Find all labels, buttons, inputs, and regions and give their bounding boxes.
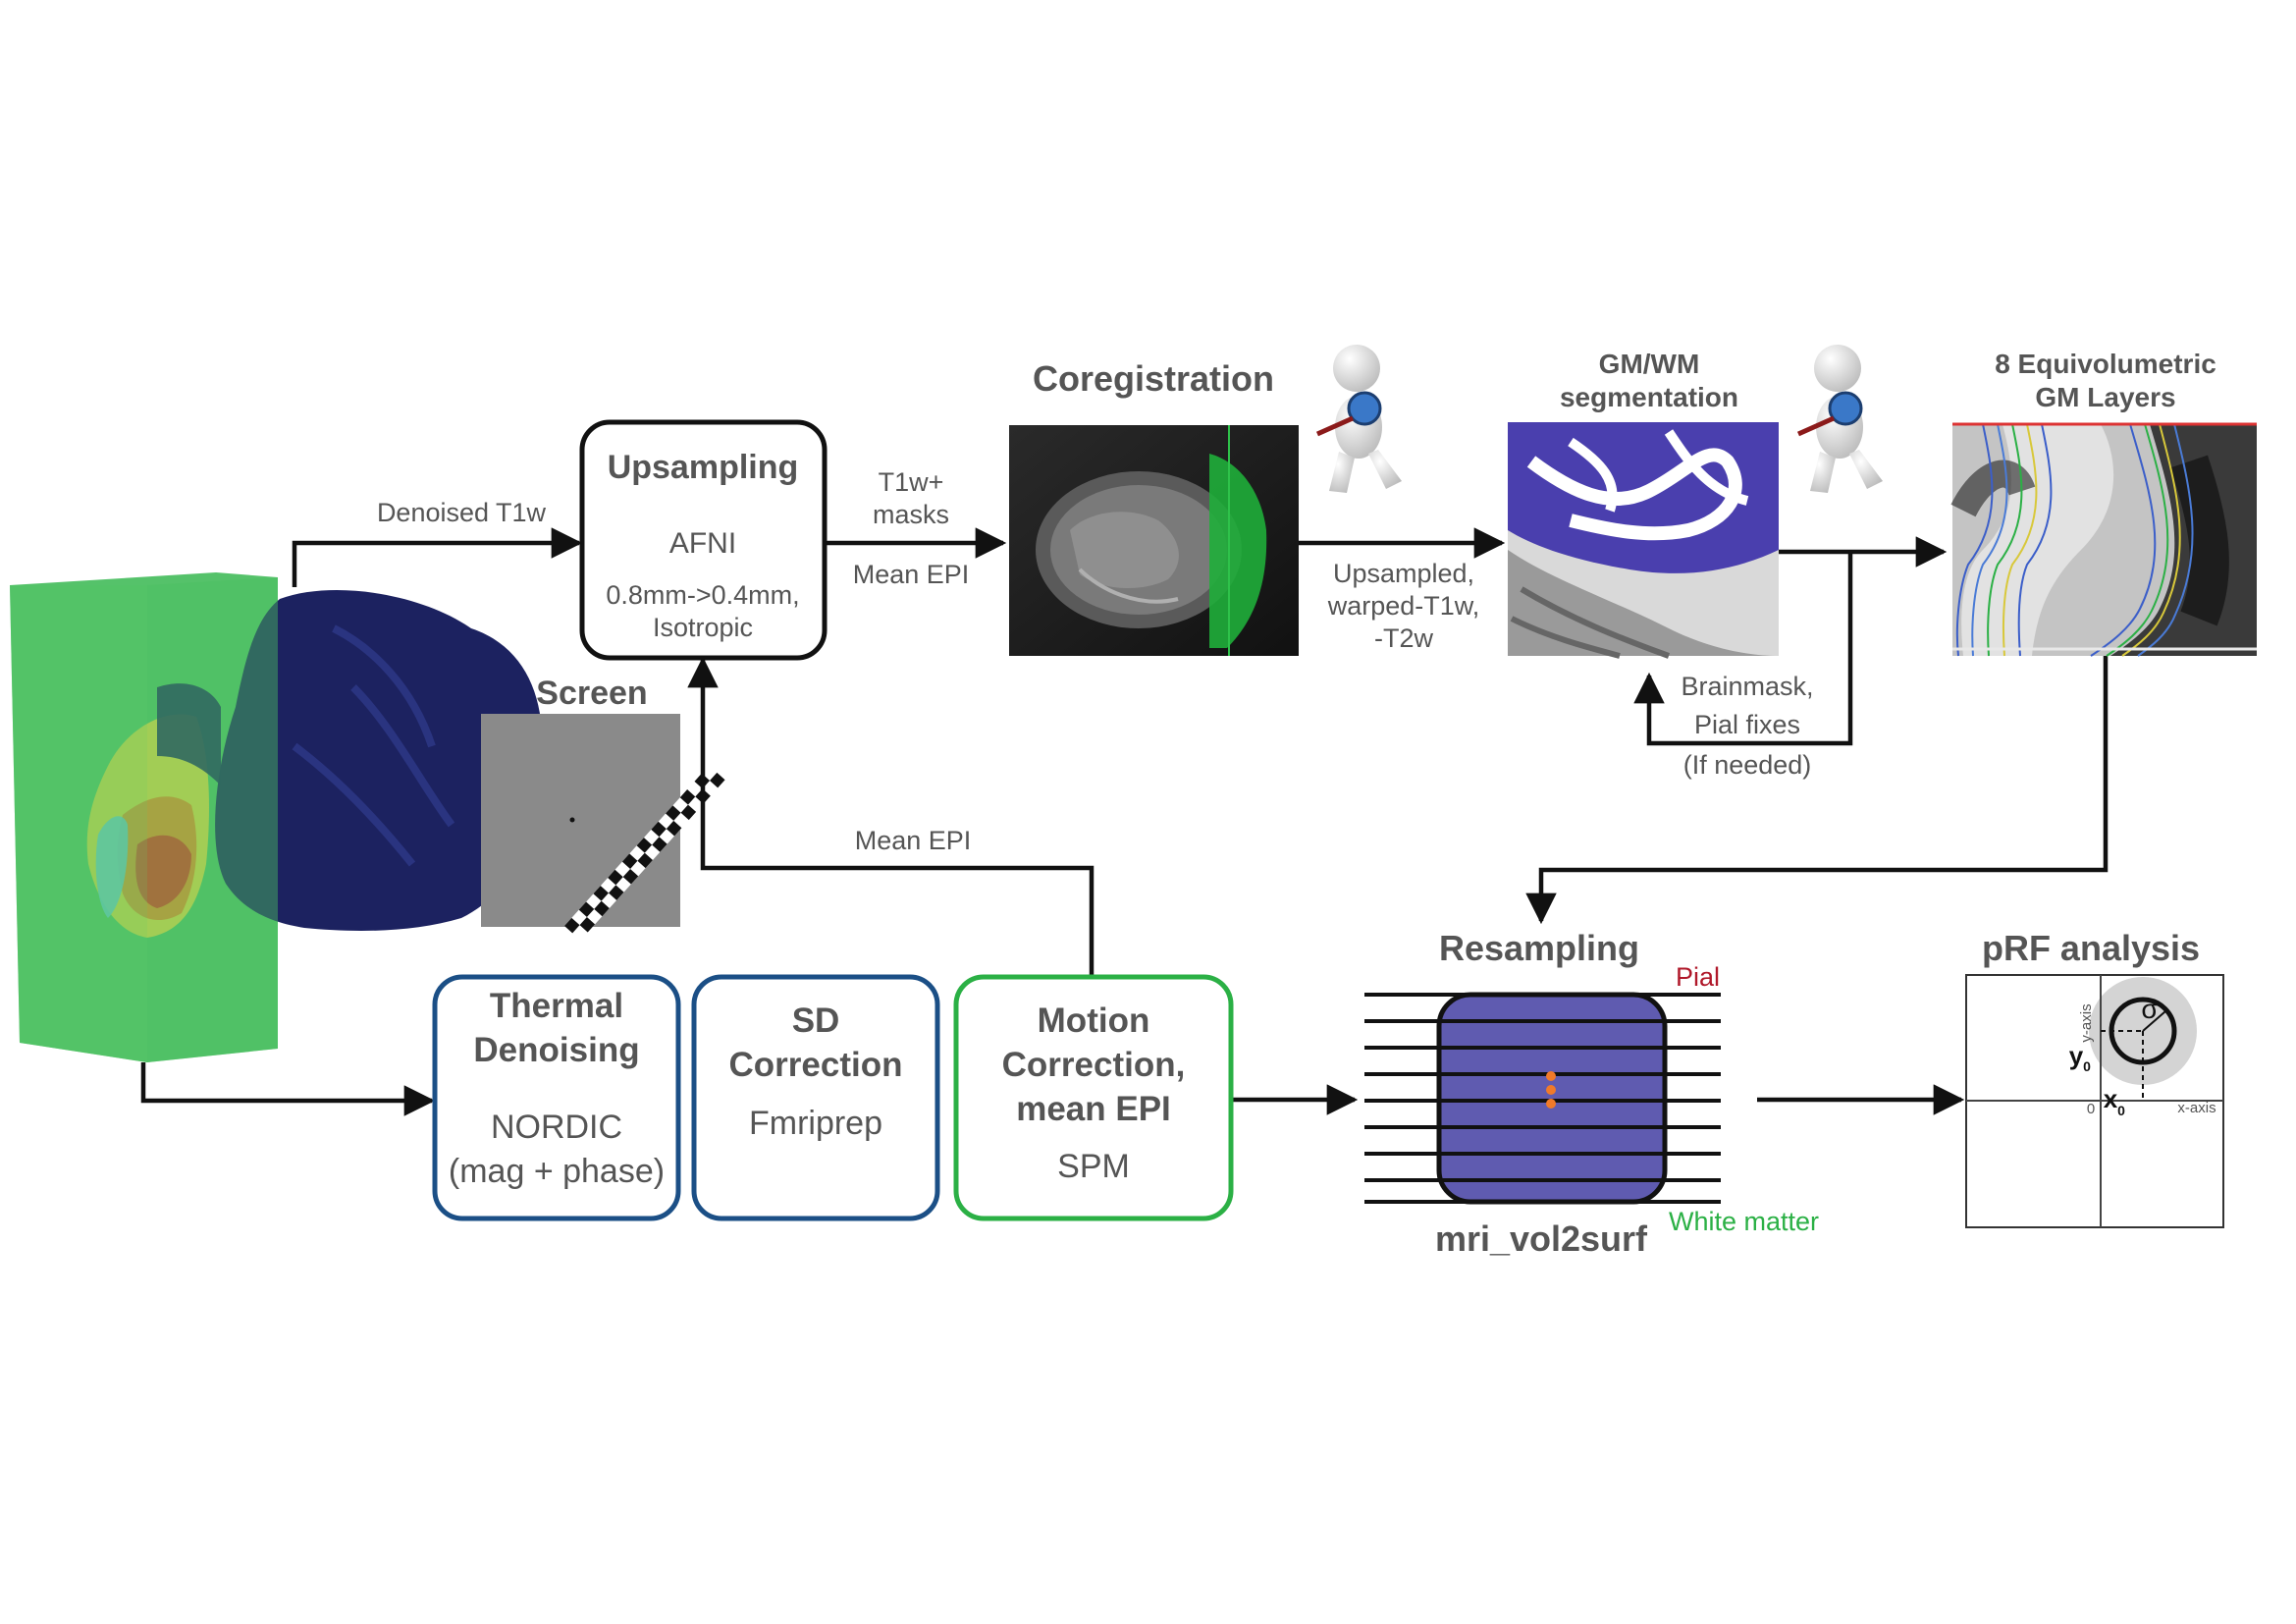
- gm-layers-image: [1950, 422, 2257, 657]
- upsampling-detail-1: 0.8mm->0.4mm,: [606, 580, 799, 610]
- resampling-white-matter-label: White matter: [1669, 1207, 1819, 1236]
- gmwm-title-1: GM/WM: [1599, 349, 1700, 379]
- label-brainmask-1: Brainmask,: [1681, 672, 1813, 701]
- inspector-person-icon: [1796, 345, 1883, 493]
- thermal-detail: (mag + phase): [449, 1153, 665, 1190]
- motion-title-1: Motion: [1038, 1001, 1150, 1040]
- label-upsampled-3: -T2w: [1374, 623, 1434, 653]
- label-upsampled-1: Upsampled,: [1333, 559, 1474, 588]
- svg-text:y: y: [2069, 1041, 2084, 1070]
- motion-tool: SPM: [1057, 1148, 1130, 1185]
- label-mean-epi-bottom: Mean EPI: [855, 826, 972, 855]
- resampling-pial-label: Pial: [1676, 962, 1720, 992]
- motion-correction-box: [953, 974, 1234, 1221]
- sd-title-1: SD: [792, 1001, 840, 1040]
- sd-correction-box: [691, 974, 940, 1221]
- svg-text:x: x: [2104, 1084, 2118, 1113]
- motion-title-3: mean EPI: [1016, 1090, 1171, 1128]
- svg-text:0: 0: [2117, 1103, 2125, 1118]
- upsampling-detail-2: Isotropic: [653, 613, 753, 642]
- coregistration-title: Coregistration: [1033, 358, 1274, 399]
- prf-title: pRF analysis: [1982, 928, 2200, 968]
- resampling-tool: mri_vol2surf: [1435, 1218, 1648, 1259]
- thermal-title-1: Thermal: [490, 987, 623, 1025]
- label-denoised-t1w: Denoised T1w: [377, 498, 547, 527]
- prf-origin-label: 0: [2087, 1101, 2095, 1117]
- upsampling-box: [579, 419, 828, 661]
- coregistration-image: [1009, 425, 1299, 656]
- sd-title-2: Correction: [729, 1046, 903, 1084]
- label-mean-epi-top: Mean EPI: [853, 560, 970, 589]
- thermal-tool: NORDIC: [491, 1109, 622, 1146]
- connector-arrows: [140, 527, 2109, 1116]
- thermal-denoising-box: [432, 974, 681, 1221]
- screen-title: Screen: [536, 675, 647, 712]
- prf-x0-label: x 0: [2104, 1084, 2125, 1118]
- prf-plot: [1965, 974, 2224, 1228]
- prf-y0-label: y 0: [2069, 1041, 2091, 1074]
- inspector-person-icon: [1315, 345, 1402, 493]
- prf-x-axis-label: x-axis: [2177, 1100, 2216, 1116]
- label-upsampled-2: warped-T1w,: [1327, 591, 1480, 621]
- label-t1w-masks-1: T1w+: [879, 467, 944, 497]
- resampling-title: Resampling: [1439, 928, 1639, 968]
- label-brainmask-2: Pial fixes: [1694, 710, 1800, 739]
- brain-render-image: [10, 572, 543, 1062]
- upsampling-tool: AFNI: [669, 527, 736, 560]
- svg-text:0: 0: [2083, 1058, 2091, 1074]
- upsampling-title: Upsampling: [608, 449, 799, 486]
- motion-title-2: Correction,: [1002, 1046, 1186, 1084]
- label-t1w-masks-2: masks: [873, 500, 949, 529]
- prf-sigma-label: σ: [2141, 994, 2158, 1024]
- gmwm-title-2: segmentation: [1560, 382, 1738, 412]
- label-brainmask-3: (If needed): [1683, 750, 1812, 780]
- thermal-title-2: Denoising: [473, 1031, 639, 1069]
- resampling-diagram: [1364, 992, 1721, 1205]
- layers-title-2: GM Layers: [2035, 382, 2175, 412]
- screen-stimulus-image: [481, 714, 725, 941]
- layers-title-1: 8 Equivolumetric: [1995, 349, 2216, 379]
- sd-tool: Fmriprep: [749, 1105, 882, 1142]
- prf-y-axis-label: y-axis: [2078, 1003, 2095, 1042]
- gmwm-segmentation-image: [1508, 422, 1779, 659]
